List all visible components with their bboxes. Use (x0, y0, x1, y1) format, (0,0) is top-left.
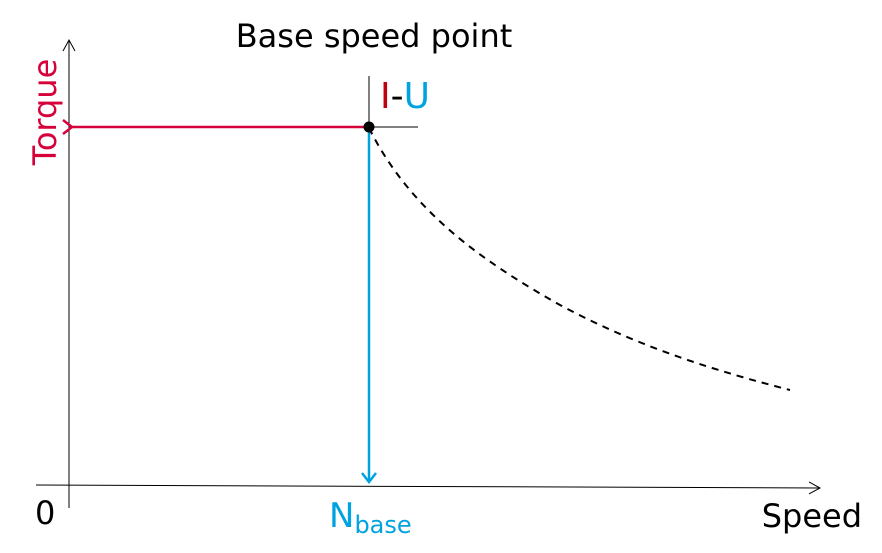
current-label: I (380, 76, 391, 117)
separator-label: - (391, 76, 404, 117)
base-speed-label: Nbase (329, 496, 412, 539)
base-speed-main: N (329, 496, 354, 536)
base-speed-subscript: base (354, 511, 411, 539)
base-speed-point (363, 121, 375, 133)
voltage-label: U (404, 76, 430, 117)
point-label: I-U (380, 76, 430, 117)
field-weakening-curve (368, 127, 791, 391)
x-axis-label: Speed (762, 497, 862, 535)
diagram-title: Base speed point (236, 17, 513, 55)
origin-label: 0 (35, 494, 55, 532)
x-axis (35, 481, 822, 495)
y-axis-label: Torque (26, 59, 64, 167)
